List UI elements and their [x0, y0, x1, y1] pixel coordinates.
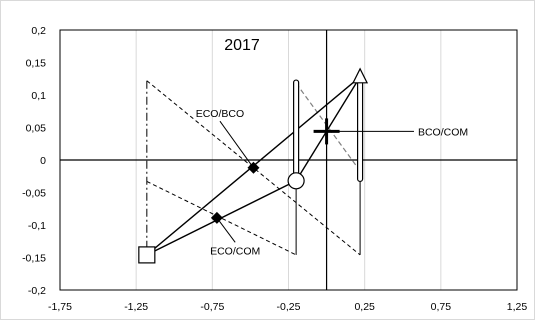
marker-circle	[287, 172, 305, 190]
y-tick-label: 0,1	[31, 90, 46, 102]
series	[146, 76, 364, 256]
y-tick-label: 0	[40, 155, 46, 167]
y-tick-label: -0,1	[28, 220, 46, 232]
x-tick-label: 1,25	[507, 301, 528, 313]
annotation-leader	[216, 217, 236, 243]
gray-dashed-line	[295, 82, 361, 172]
x-tick-label: -0,75	[200, 301, 224, 313]
plot-border	[59, 29, 518, 291]
tick-labels: -1,75 -1,25 -0,75 -0,25 0,25 0,75 1,25 -0,2 -0,1…	[22, 25, 527, 313]
y-tick-label: 0,15	[26, 58, 47, 70]
x-tick-label: -1,25	[124, 301, 148, 313]
y-tick-label: 0,05	[26, 123, 47, 135]
error-bar	[293, 79, 300, 181]
annotations: ECO/BCO BCO/COM ECO/COM	[196, 108, 468, 257]
marker-triangle	[352, 67, 369, 84]
annotation-label: ECO/BCO	[196, 108, 244, 120]
annotation-label: ECO/COM	[210, 245, 260, 257]
y-tick-label: -0,15	[22, 253, 46, 265]
x-tick-label: 0,75	[431, 301, 452, 313]
annotation-label: BCO/COM	[418, 126, 468, 138]
marker-square	[138, 246, 156, 264]
y-tick-label: 0,2	[31, 25, 46, 37]
y-tick-label: -0,2	[28, 285, 46, 297]
annotation-leader	[219, 120, 254, 169]
marker-diamond	[247, 161, 260, 174]
x-tick-label: -0,25	[277, 301, 301, 313]
dashed-line	[146, 80, 361, 256]
y-tick-label: -0,05	[22, 188, 46, 200]
chart-title: 2017	[224, 37, 260, 54]
x-tick-label: -1,75	[48, 301, 72, 313]
x-tick-label: 0,25	[354, 301, 375, 313]
error-bar	[356, 76, 364, 183]
solid-line	[295, 76, 361, 182]
